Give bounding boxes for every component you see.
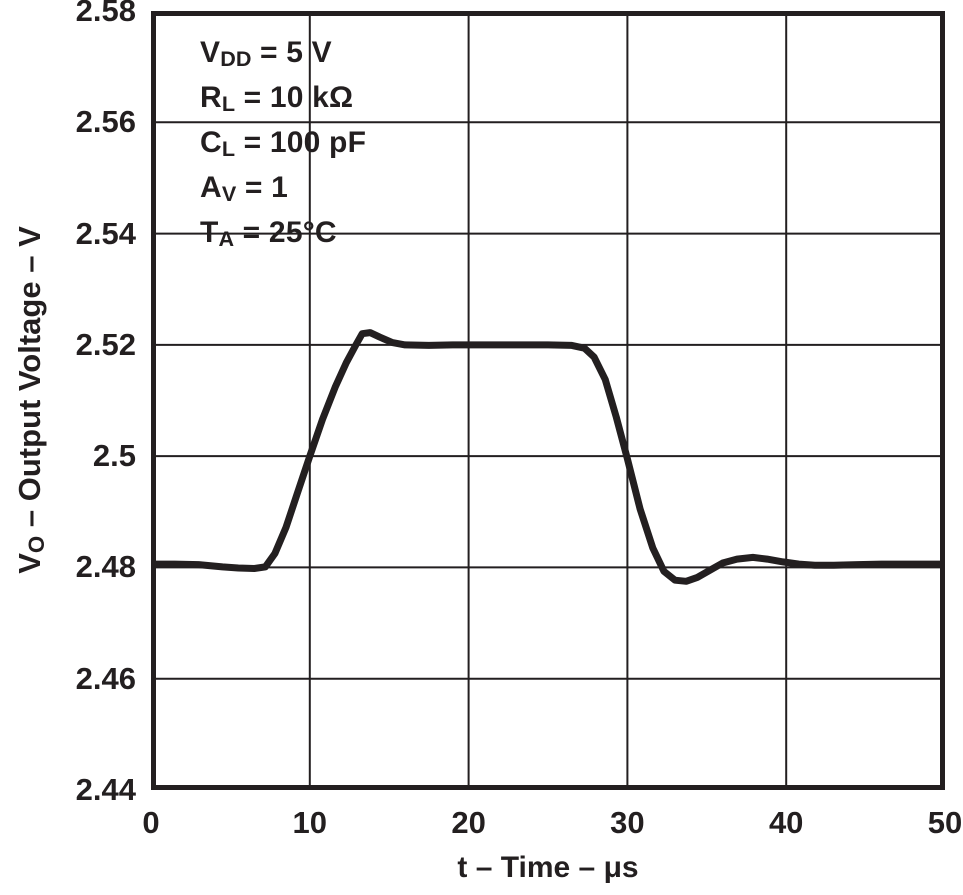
condition-line: TA = 25°C xyxy=(200,216,337,252)
response-curve xyxy=(151,329,945,585)
plot-border xyxy=(151,11,945,790)
x-tick-label: 0 xyxy=(142,805,160,840)
x-tick-label: 40 xyxy=(768,805,804,840)
plot-area: VDD = 5 V RL = 10 kΩ CL = 100 pF AV = 1 TA =… xyxy=(151,11,945,790)
y-tick-label: 2.54 xyxy=(75,215,136,251)
y-tick-label: 2.52 xyxy=(75,326,136,362)
x-tick-label: 20 xyxy=(451,805,486,840)
x-axis-title: t – Time – μs xyxy=(457,851,639,884)
x-tick-label: 30 xyxy=(610,805,645,840)
y-tick-label: 2.44 xyxy=(75,772,136,807)
y-tick-label: 2.46 xyxy=(75,660,136,696)
y-tick-label: 2.56 xyxy=(75,104,136,140)
conditions-annotation: VDD = 5 V RL = 10 kΩ CL = 100 pF AV = 1 TA =… xyxy=(200,31,366,256)
condition-line: VDD = 5 V xyxy=(200,36,332,72)
condition-line: AV = 1 xyxy=(200,171,288,207)
y-tick-label: 2.58 xyxy=(75,0,136,28)
condition-line: CL = 100 pF xyxy=(200,126,367,162)
y-tick-label: 2.48 xyxy=(75,549,136,585)
gridlines xyxy=(151,11,945,790)
x-tick-label: 50 xyxy=(927,805,963,840)
condition-line: RL = 10 kΩ xyxy=(200,81,354,117)
y-axis-title: VO – Output Voltage – V xyxy=(12,226,50,574)
y-tick-label: 2.5 xyxy=(92,438,136,474)
plot-canvas xyxy=(151,11,945,790)
x-tick-label: 10 xyxy=(292,805,328,840)
